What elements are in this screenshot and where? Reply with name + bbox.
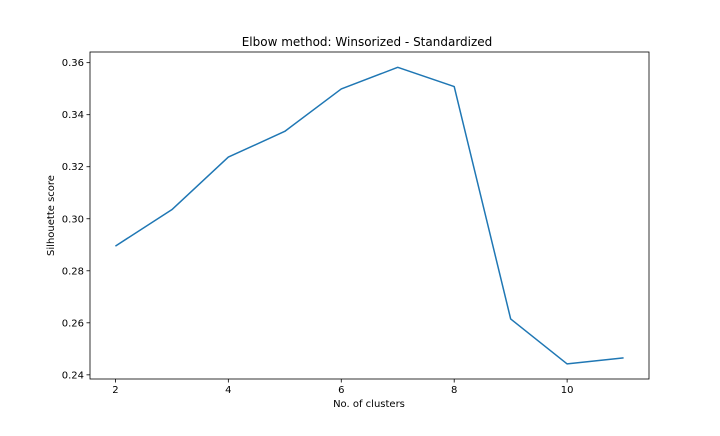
plot-area [115, 66, 624, 365]
chart-title: Elbow method: Winsorized - Standardized [242, 35, 493, 49]
y-tick-label: 0.32 [62, 162, 84, 173]
y-tick-label: 0.36 [62, 58, 84, 69]
x-axis-label: No. of clusters [333, 399, 405, 410]
x-tick-label: 6 [338, 385, 344, 396]
y-axis-label: Silhouette score [46, 175, 57, 256]
series-line-0 [115, 66, 624, 365]
y-tick-label: 0.30 [62, 214, 84, 225]
y-tick-label: 0.26 [62, 318, 84, 329]
x-tick-label: 4 [225, 385, 231, 396]
y-tick-label: 0.24 [62, 370, 84, 381]
x-tick-label: 8 [451, 385, 457, 396]
y-tick-label: 0.34 [62, 110, 84, 121]
y-axis-ticks: 0.24 0.26 0.28 0.30 0.32 0.34 0.36 [62, 58, 90, 381]
y-tick-label: 0.28 [62, 266, 84, 277]
x-axis-ticks: 2 4 6 8 10 [112, 379, 573, 396]
x-tick-label: 10 [561, 385, 574, 396]
x-tick-label: 2 [112, 385, 118, 396]
plot-frame [89, 51, 650, 380]
